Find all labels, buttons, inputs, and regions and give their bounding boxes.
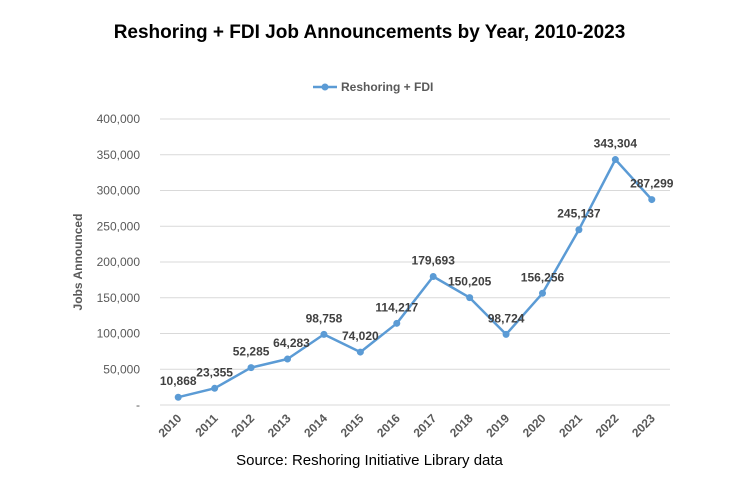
y-axis-label: Jobs Announced [71, 214, 85, 311]
data-point [611, 156, 619, 164]
x-tick-label: 2015 [338, 411, 367, 440]
data-points [174, 156, 656, 401]
data-point [320, 330, 328, 338]
data-label: 150,205 [448, 275, 492, 289]
y-tick-label: 300,000 [97, 184, 141, 198]
data-label: 343,304 [594, 137, 638, 151]
x-tick-label: 2018 [447, 411, 476, 440]
data-point [284, 355, 291, 363]
y-tick-label: 250,000 [97, 219, 141, 233]
x-tick-label: 2012 [228, 411, 257, 440]
chart-title: Reshoring + FDI Job Announcements by Yea… [113, 22, 626, 43]
data-point [539, 289, 546, 297]
y-tick-label: 400,000 [97, 112, 141, 126]
legend-entry-label: Reshoring + FDI [341, 80, 433, 94]
data-point [174, 393, 182, 401]
data-point [502, 330, 510, 338]
data-label: 179,693 [412, 254, 456, 268]
data-label: 64,283 [273, 336, 310, 350]
data-label: 98,758 [306, 311, 343, 325]
data-label: 98,724 [488, 311, 525, 325]
data-label: 23,355 [196, 365, 233, 379]
data-point [429, 273, 437, 281]
y-tick-label: 50,000 [103, 362, 140, 376]
data-label: 52,285 [233, 345, 270, 359]
x-tick-label: 2010 [156, 411, 185, 440]
gridlines [160, 118, 670, 370]
y-tick-label: 100,000 [97, 327, 141, 341]
x-tick-label: 2011 [192, 411, 221, 440]
data-label: 156,256 [521, 270, 565, 284]
legend: Reshoring + FDI [313, 80, 433, 94]
x-axis-ticks: 2010 2011 2012 2013 2014 2015 2016 2017 2018 2019… [156, 411, 659, 440]
data-point [247, 364, 255, 372]
y-tick-label: 150,000 [97, 291, 141, 305]
series-line [177, 158, 653, 399]
data-point [466, 294, 474, 302]
y-tick-label: 350,000 [97, 148, 141, 162]
data-label: 74,020 [342, 329, 379, 343]
data-point [211, 384, 219, 392]
x-tick-label: 2019 [483, 411, 512, 440]
x-tick-label: 2022 [593, 411, 622, 440]
x-tick-label: 2017 [411, 411, 440, 440]
source-note: Source: Reshoring Initiative Library dat… [236, 452, 503, 469]
x-tick-label: 2023 [629, 411, 658, 440]
legend-point-marker [321, 83, 329, 91]
x-tick-label: 2013 [265, 411, 294, 440]
y-tick-label: 200,000 [97, 255, 141, 269]
y-tick-label: - [136, 398, 140, 412]
data-point [393, 319, 401, 327]
x-tick-label: 2016 [374, 411, 403, 440]
data-label: 245,137 [557, 207, 601, 221]
data-label: 10,868 [160, 374, 197, 388]
y-axis-ticks: - 50,000 100,000 150,000 200,000 250,000 300,0… [97, 112, 141, 412]
data-point [575, 226, 583, 234]
data-point [648, 196, 656, 204]
x-tick-label: 2014 [301, 411, 330, 440]
x-tick-label: 2020 [520, 411, 549, 440]
data-label: 114,217 [375, 300, 418, 314]
data-label: 287,299 [630, 177, 674, 191]
data-point [356, 348, 364, 356]
x-tick-label: 2021 [556, 411, 585, 440]
